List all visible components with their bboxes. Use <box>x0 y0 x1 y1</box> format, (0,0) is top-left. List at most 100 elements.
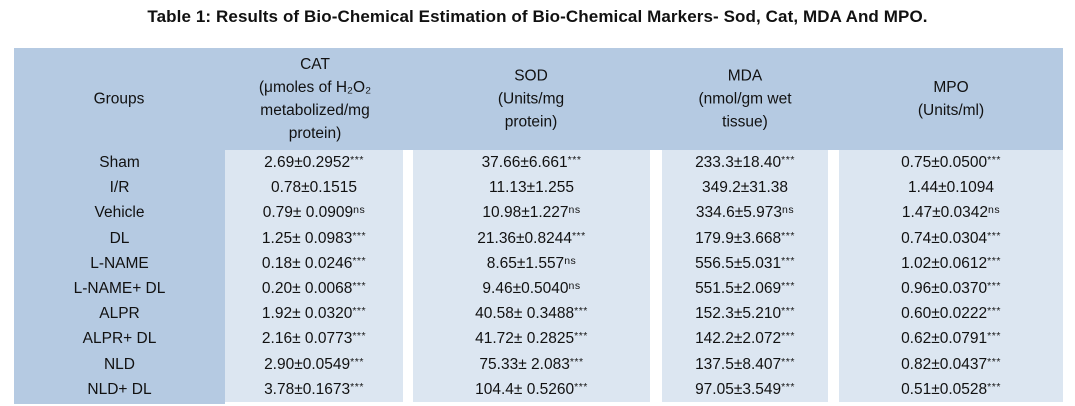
table-row: DL 1.25± 0.0983*** 21.36±0.8244*** 179.9±3.… <box>14 226 1063 251</box>
mpo-value-cell: 0.51±0.0528*** <box>839 377 1063 402</box>
value-text: 137.5±8.407 <box>695 355 782 373</box>
column-header-groups: Groups <box>93 90 145 108</box>
cat-column-background <box>225 150 403 402</box>
table-row: NLD+ DL 3.78±0.1673*** 104.4± 0.5260 *** 97.… <box>14 377 1063 402</box>
value-text: 349.2±31.38 <box>701 179 789 197</box>
sod-column-background <box>413 150 650 402</box>
column-gap <box>403 251 413 276</box>
column-gap <box>828 226 839 251</box>
mpo-value-cell: 0.62±0.0791*** <box>839 326 1063 351</box>
cat-value-cell: 2.69±0.2952*** <box>225 150 403 175</box>
cat-value-cell: 0.18± 0.0246*** <box>225 251 403 276</box>
mpo-value-cell: 1.44±0.1094 <box>839 175 1063 200</box>
column-gap <box>828 301 839 326</box>
significance-superscript: *** <box>350 355 364 368</box>
sod-value-cell: 10.98±1.227ns <box>413 200 650 225</box>
group-name-cell: DL <box>109 229 130 247</box>
value-text: 142.2±2.072 <box>695 330 782 348</box>
value-text: 152.3±5.210 <box>695 305 782 323</box>
column-gap <box>403 352 413 377</box>
column-header-mpo: MPO (Units/ml) <box>917 79 985 119</box>
significance-superscript: ns <box>564 254 577 267</box>
significance-superscript: *** <box>987 254 1001 267</box>
group-name-cell: NLD <box>103 355 135 373</box>
mda-value-cell: 97.05±3.549*** <box>662 377 828 402</box>
mpo-value-cell: 0.60±0.0222*** <box>839 301 1063 326</box>
column-gap <box>650 226 662 251</box>
column-gap <box>403 276 413 301</box>
value-text: 0.60±0.0222 <box>901 305 988 323</box>
significance-superscript: *** <box>781 154 795 166</box>
value-text: 1.25± 0.0983 <box>261 229 353 247</box>
table-row: L-NAME+ DL 0.20± 0.0068*** 9.46±0.5040ns 55… <box>14 276 1063 301</box>
significance-superscript: ns <box>568 204 581 217</box>
column-gap <box>403 226 413 251</box>
mpo-value-cell: 0.96±0.0370*** <box>839 276 1063 301</box>
mpo-value-cell: 1.02±0.0612*** <box>839 251 1063 276</box>
significance-superscript: *** <box>352 330 367 343</box>
mda-value-cell: 179.9±3.668*** <box>662 226 828 251</box>
significance-superscript: *** <box>781 254 795 267</box>
sod-value-cell: 41.72± 0.2825*** <box>413 326 650 351</box>
column-gap <box>828 251 839 276</box>
value-text: 104.4± 0.5260 <box>475 380 575 398</box>
significance-superscript: *** <box>574 305 588 318</box>
mda-column-background <box>662 150 828 402</box>
significance-superscript: *** <box>987 279 1001 292</box>
group-name-cell: NLD+ DL <box>87 380 152 398</box>
column-gap <box>403 301 413 326</box>
value-text: 0.78±0.1515 <box>270 179 358 197</box>
sod-value-cell: 37.66±6.661*** <box>413 150 650 175</box>
column-gap <box>650 326 662 351</box>
value-text: 97.05±3.549 <box>695 380 782 398</box>
column-gap <box>650 251 662 276</box>
mpo-value-cell: 0.75±0.0500*** <box>839 150 1063 175</box>
value-text: 1.02±0.0612 <box>901 254 988 272</box>
value-text: 2.90±0.0549 <box>264 355 351 373</box>
value-text: 9.46±0.5040 <box>482 279 569 297</box>
significance-superscript: ns <box>568 279 581 292</box>
value-text: 551.5±2.069 <box>695 279 782 297</box>
significance-superscript: *** <box>781 330 795 343</box>
column-gap <box>828 150 839 175</box>
value-text: 0.20± 0.0068 <box>261 279 353 297</box>
table-body: Sham 2.69±0.2952*** 37.66±6.661*** 233.3±18… <box>14 150 1063 402</box>
sod-value-cell: 8.65±1.557ns <box>413 251 650 276</box>
mda-value-cell: 334.6±5.973ns <box>662 200 828 225</box>
value-text: 11.13±1.255 <box>489 179 574 197</box>
column-header-mda: MDA (nmol/gm wet tissue) <box>698 67 792 131</box>
column-gap <box>650 276 662 301</box>
value-text: 10.98±1.227 <box>482 204 569 222</box>
significance-superscript: *** <box>987 380 1001 393</box>
cat-value-cell: 0.78±0.1515 <box>225 175 403 200</box>
column-gap <box>650 150 662 175</box>
column-gap <box>403 175 413 200</box>
header-row-background <box>14 48 1063 150</box>
value-text: 2.16± 0.0773 <box>261 330 353 348</box>
significance-superscript: *** <box>569 355 584 368</box>
sod-value-cell: 21.36±0.8244*** <box>413 226 650 251</box>
column-gap <box>828 377 839 402</box>
column-gap <box>828 276 839 301</box>
column-gap <box>828 352 839 377</box>
mda-value-cell: 137.5±8.407*** <box>662 352 828 377</box>
table-caption: Table 1: Results of Bio-Chemical Estimat… <box>147 7 928 26</box>
value-text: 1.47±0.0342 <box>901 204 988 222</box>
value-text: 8.65±1.557 <box>486 254 565 272</box>
mda-value-cell: 349.2±31.38 <box>662 175 828 200</box>
table-row: Sham 2.69±0.2952*** 37.66±6.661*** 233.3±18… <box>14 150 1063 175</box>
sod-value-cell: 40.58± 0.3488*** <box>413 301 650 326</box>
value-text: 556.5±5.031 <box>695 254 782 272</box>
group-name-cell: ALPR+ DL <box>82 330 157 348</box>
significance-superscript: ns <box>353 204 366 217</box>
group-name-cell: Vehicle <box>94 204 145 222</box>
significance-superscript: *** <box>567 154 582 166</box>
significance-superscript: ns <box>782 204 795 217</box>
value-text: 179.9±3.668 <box>695 229 782 247</box>
significance-superscript: *** <box>352 229 367 242</box>
cat-value-cell: 3.78±0.1673*** <box>225 377 403 402</box>
mpo-value-cell: 0.82±0.0437*** <box>839 352 1063 377</box>
mpo-value-cell: 0.74±0.0304*** <box>839 226 1063 251</box>
column-header-cat: CAT (μmoles of H₂O₂ metabolized/mg prote… <box>258 56 372 142</box>
group-name-cell: Sham <box>99 154 140 171</box>
